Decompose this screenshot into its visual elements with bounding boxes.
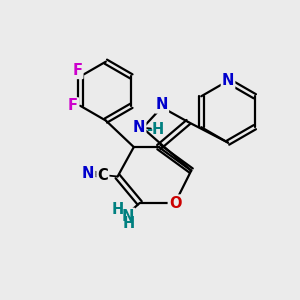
Text: N: N (156, 98, 168, 112)
Text: F: F (68, 98, 78, 113)
Text: O: O (169, 196, 181, 211)
Text: N: N (133, 120, 145, 135)
Text: H: H (112, 202, 124, 217)
Text: -H: -H (146, 122, 164, 137)
Text: N: N (222, 73, 234, 88)
Text: C: C (98, 167, 108, 182)
Text: N: N (82, 166, 94, 181)
Text: F: F (72, 63, 82, 78)
Text: H: H (123, 216, 135, 231)
Text: N: N (122, 209, 134, 224)
